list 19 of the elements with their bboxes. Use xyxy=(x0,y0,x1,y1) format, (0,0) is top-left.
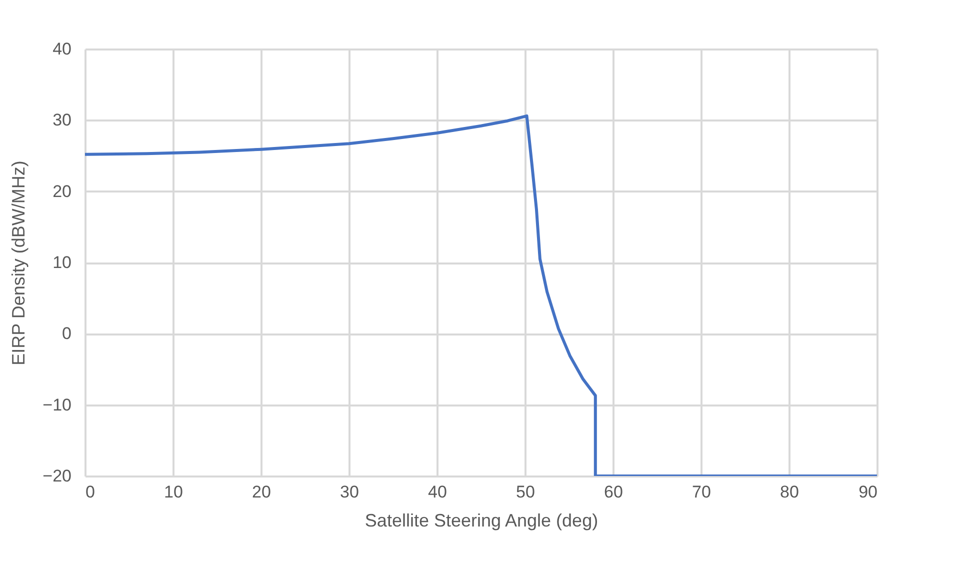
x-tick-label: 30 xyxy=(340,482,359,502)
y-tick-label: −10 xyxy=(42,395,72,414)
x-tick-label: 20 xyxy=(252,482,271,502)
y-axis-title: EIRP Density (dBW/MHz) xyxy=(8,160,29,366)
x-tick-label: 10 xyxy=(164,482,183,502)
y-tick-label: 40 xyxy=(52,40,72,58)
y-tick-label: 30 xyxy=(52,110,72,130)
x-tick-label: 90 xyxy=(858,482,878,502)
x-tick-label: 80 xyxy=(780,482,799,502)
x-tick-label: 60 xyxy=(604,482,623,502)
x-axis-title: Satellite Steering Angle (deg) xyxy=(364,510,598,530)
x-tick-label: 50 xyxy=(516,482,535,502)
y-tick-label: −20 xyxy=(42,466,72,486)
y-tick-label: 10 xyxy=(52,253,72,272)
x-tick-label: 0 xyxy=(86,482,95,502)
y-tick-label: 20 xyxy=(52,182,72,201)
x-tick-label: 70 xyxy=(692,482,711,502)
x-tick-label: 40 xyxy=(428,482,447,502)
y-tick-label: 0 xyxy=(62,324,72,344)
